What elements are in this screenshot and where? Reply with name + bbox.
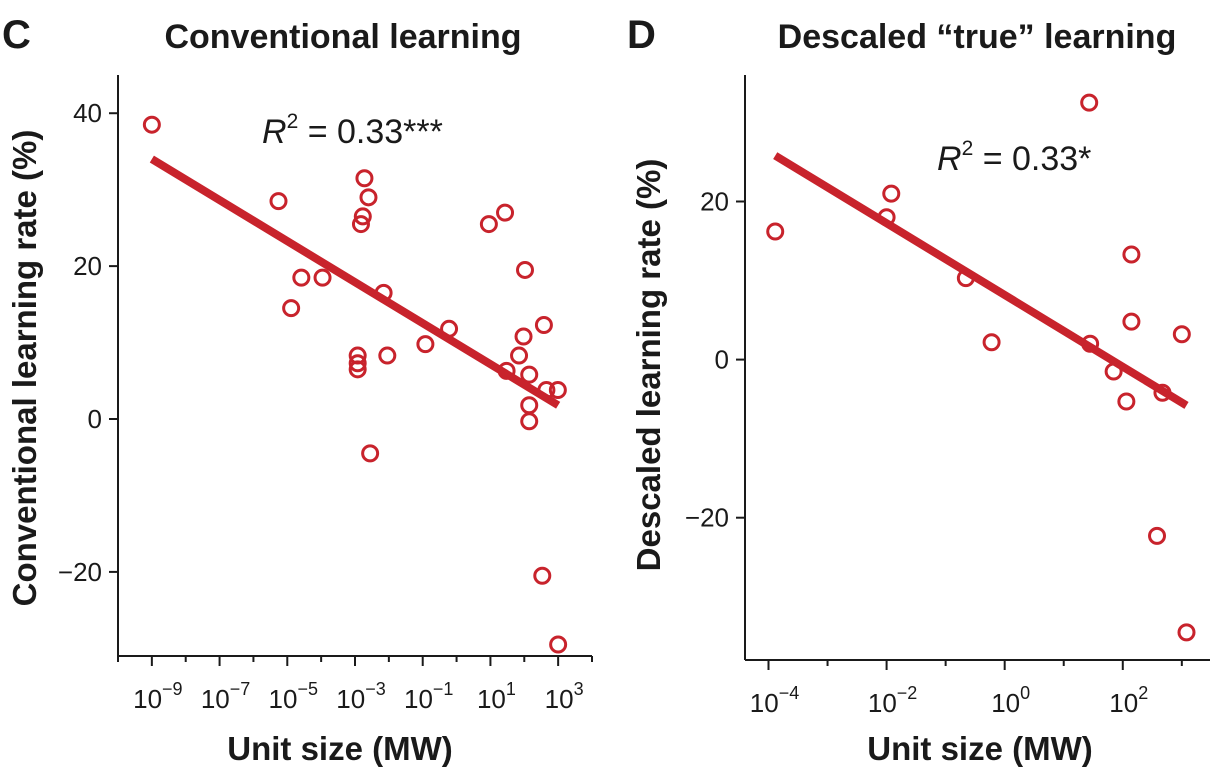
- panel-c-data-point: [282, 299, 301, 318]
- panel-d-y-tick-label: 20: [700, 186, 729, 216]
- panel-d-data-point: [1081, 334, 1100, 353]
- panel-c-y-axis-label: Conventional learning rate (%): [6, 130, 43, 607]
- panel-d: D Descaled “true” learning Unit size (MW…: [627, 13, 1210, 767]
- panel-c-data-point: [440, 319, 459, 338]
- panel-d-y-tick-label: 0: [715, 345, 729, 375]
- panel-d-fit-line: [773, 152, 1189, 409]
- panel-c-data-point: [416, 335, 435, 354]
- panel-d-data-point: [1122, 245, 1141, 264]
- panel-c-plot-area: 40 20 0 −20 10−9 10−7 10−5 10−3 10−1 101 103: [58, 75, 593, 714]
- panel-c-data-point: [533, 566, 552, 585]
- panel-c-y-tick-label: 40: [73, 98, 102, 128]
- panel-d-plot-area: 20 0 −20 10−4 10−2 100 102: [685, 75, 1210, 718]
- panel-c-x-tick-label: 10−5: [269, 679, 318, 714]
- panel-c-y-tick-label: −20: [58, 557, 102, 587]
- panel-d-data-point: [1153, 383, 1172, 402]
- panel-d-r2-superscript: 2: [962, 137, 974, 160]
- panel-d-x-tick-label: 100: [991, 683, 1030, 718]
- panel-c-data-point: [313, 268, 332, 287]
- panel-d-data-point: [1117, 392, 1136, 411]
- panel-c-r2-symbol: R: [262, 113, 287, 151]
- panel-c-data-point: [355, 169, 374, 188]
- panel-d-data-point: [1148, 526, 1167, 545]
- panel-c-data-point: [520, 412, 539, 431]
- panel-c-data-point: [269, 192, 288, 211]
- panel-c-r2-superscript: 2: [287, 110, 299, 133]
- panel-c-data-point: [353, 207, 372, 226]
- panel-c-data-point: [292, 268, 311, 287]
- panel-d-title: Descaled “true” learning: [778, 18, 1177, 56]
- panel-c-data-point: [359, 188, 378, 207]
- panel-d-data-point: [1177, 623, 1196, 642]
- panel-c: C Conventional learning Unit size (MW) C…: [2, 13, 593, 767]
- panel-c-r2-annotation: R2 = 0.33***: [262, 110, 443, 151]
- panel-c-x-tick-label: 10−1: [404, 679, 453, 714]
- panel-d-x-tick-label: 10−2: [868, 683, 917, 718]
- panel-d-x-axis-label: Unit size (MW): [867, 730, 1092, 767]
- panel-d-data-point: [1080, 93, 1099, 112]
- panel-c-data-point: [348, 360, 367, 379]
- panel-d-letter: D: [627, 13, 656, 57]
- panel-c-data-point: [351, 215, 370, 234]
- panel-d-data-point: [877, 208, 896, 227]
- panel-c-data-point: [510, 346, 529, 365]
- panel-d-r2-annotation: R2 = 0.33*: [937, 137, 1091, 178]
- panel-c-data-point: [549, 635, 568, 654]
- panel-c-r2-value: = 0.33***: [298, 113, 443, 151]
- panel-c-data-point: [142, 115, 161, 134]
- panel-d-data-point: [1104, 362, 1123, 381]
- panel-d-y-axis-label: Descaled learning rate (%): [630, 159, 667, 572]
- panel-c-data-point: [537, 380, 556, 399]
- panel-c-y-tick-label: 0: [88, 404, 102, 434]
- panel-d-r2-symbol: R: [937, 140, 962, 178]
- panel-c-data-point: [520, 396, 539, 415]
- panel-c-x-tick-label: 10−3: [336, 679, 385, 714]
- panel-c-y-tick-label: 20: [73, 251, 102, 281]
- panel-d-data-point: [1122, 312, 1141, 331]
- panel-c-data-point: [534, 315, 553, 334]
- panel-d-data-point: [882, 184, 901, 203]
- panel-c-data-point: [496, 203, 515, 222]
- panel-c-data-point: [516, 260, 535, 279]
- panel-c-x-tick-label: 103: [545, 679, 584, 714]
- panel-d-data-point: [956, 269, 975, 288]
- panel-c-data-point: [479, 215, 498, 234]
- panel-c-fit-line: [149, 155, 561, 409]
- panel-d-data-point: [1172, 325, 1191, 344]
- panel-c-data-point: [374, 283, 393, 302]
- panel-c-data-point: [348, 354, 367, 373]
- panel-c-data-point: [378, 346, 397, 365]
- panel-c-x-tick-label: 101: [477, 679, 516, 714]
- panel-c-title: Conventional learning: [164, 18, 521, 56]
- panel-c-x-tick-label: 10−7: [201, 679, 250, 714]
- panel-d-x-tick-label: 102: [1109, 683, 1148, 718]
- panel-d-data-point: [982, 333, 1001, 352]
- panel-c-data-point: [497, 361, 516, 380]
- panel-d-x-tick-label: 10−4: [750, 683, 799, 718]
- panel-d-r2-value: = 0.33*: [973, 140, 1091, 178]
- panel-c-data-point: [520, 365, 539, 384]
- panel-c-x-tick-label: 10−9: [133, 679, 182, 714]
- panel-c-letter: C: [2, 13, 31, 57]
- panel-c-data-point: [548, 380, 567, 399]
- panel-c-data-point: [514, 327, 533, 346]
- panel-c-x-axis-label: Unit size (MW): [227, 730, 452, 767]
- panel-d-data-point: [766, 222, 785, 241]
- panel-c-data-point: [361, 444, 380, 463]
- panel-d-y-tick-label: −20: [685, 503, 729, 533]
